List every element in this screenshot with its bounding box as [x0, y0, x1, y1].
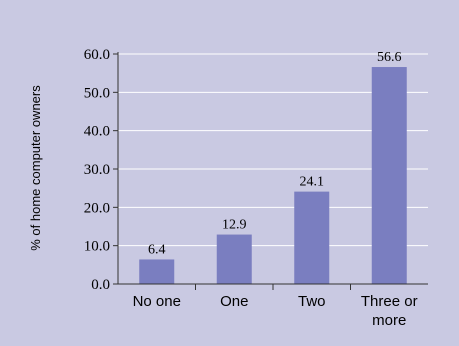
value-labels: 6.4 12.9 24.1 56.6	[148, 50, 402, 257]
x-tick-label: Two	[298, 293, 326, 310]
axes	[113, 52, 428, 290]
y-tick-labels: 0.0 10.0 20.0 30.0 40.0 50.0 60.0	[84, 47, 110, 293]
bars	[139, 67, 407, 285]
x-tick-label: Three or more	[361, 293, 418, 329]
y-tick-label: 30.0	[84, 162, 110, 178]
x-tick-label: One	[220, 293, 248, 310]
bar	[216, 234, 252, 284]
y-tick-label: 60.0	[84, 47, 110, 63]
y-tick-label: 40.0	[84, 124, 110, 140]
x-tick-labels: No one One Two Three or more	[133, 293, 418, 329]
bar	[371, 67, 407, 285]
y-tick-label: 0.0	[91, 277, 110, 293]
data-label: 6.4	[148, 242, 166, 257]
data-label: 12.9	[222, 218, 247, 233]
data-label: 24.1	[300, 175, 325, 190]
bar	[139, 259, 175, 284]
x-tick-label: No one	[133, 293, 181, 310]
bar	[294, 191, 330, 284]
y-tick-label: 20.0	[84, 200, 110, 216]
y-tick-label: 50.0	[84, 85, 110, 101]
y-axis-title: % of home computer owners	[28, 85, 43, 251]
y-tick-label: 10.0	[84, 239, 110, 255]
data-label: 56.6	[377, 50, 402, 65]
